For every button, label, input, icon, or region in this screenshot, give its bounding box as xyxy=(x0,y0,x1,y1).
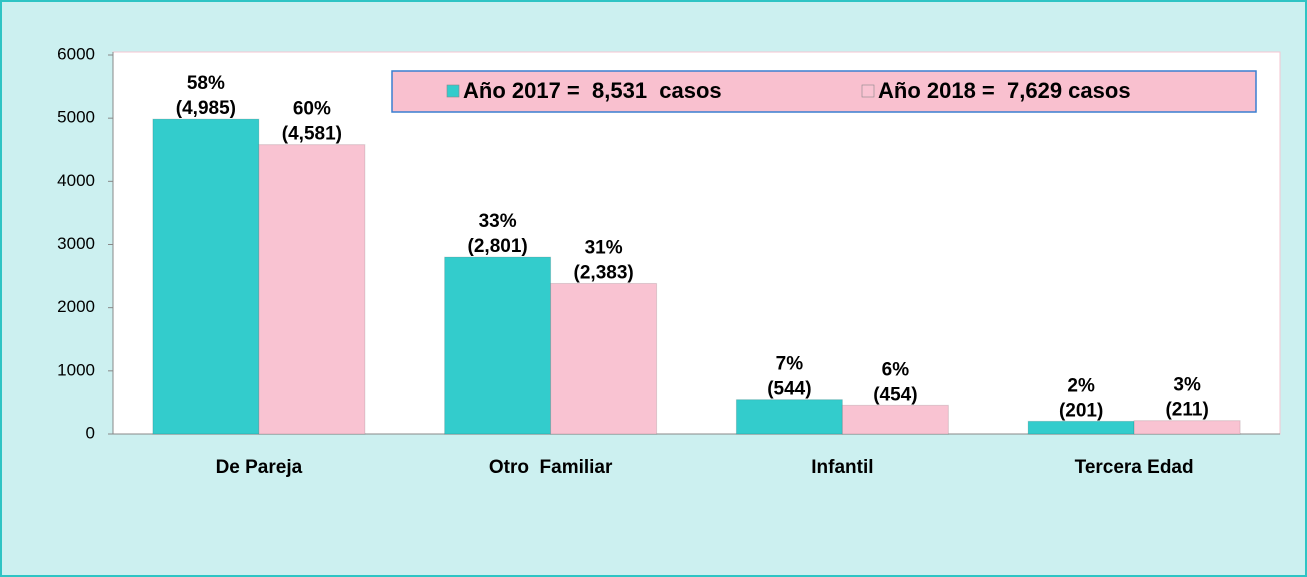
x-tick-label: Otro Familiar xyxy=(489,457,613,478)
bar xyxy=(444,256,552,435)
y-tick-label: 0 xyxy=(86,423,95,442)
legend-label: Año 2018 = 7,629 casos xyxy=(878,78,1131,103)
bar xyxy=(735,399,843,435)
percent-label: 2% xyxy=(1067,375,1095,396)
y-tick-label: 4000 xyxy=(57,171,95,190)
percent-label: 3% xyxy=(1173,375,1201,396)
percent-label: 60% xyxy=(293,99,331,120)
y-tick-label: 6000 xyxy=(57,44,95,63)
value-label: (2,801) xyxy=(468,236,528,257)
value-label: (544) xyxy=(767,379,811,400)
y-tick-label: 5000 xyxy=(57,108,95,127)
x-tick-label: Infantil xyxy=(811,457,873,478)
legend xyxy=(391,70,1257,113)
y-tick-label: 2000 xyxy=(57,297,95,316)
legend-swatch xyxy=(861,84,875,98)
value-label: (4,581) xyxy=(282,124,342,145)
bar xyxy=(550,282,658,435)
y-tick-label: 1000 xyxy=(57,360,95,379)
x-tick-label: Tercera Edad xyxy=(1075,457,1194,478)
bar xyxy=(1027,420,1135,435)
percent-label: 6% xyxy=(882,359,910,380)
bar xyxy=(152,118,260,435)
bar xyxy=(1133,420,1241,435)
percent-label: 31% xyxy=(585,237,623,258)
bar xyxy=(258,144,366,435)
value-label: (454) xyxy=(873,384,917,405)
value-label: (201) xyxy=(1059,400,1103,421)
percent-label: 7% xyxy=(776,354,804,375)
x-tick-label: De Pareja xyxy=(216,457,303,478)
legend-swatch xyxy=(446,84,460,98)
bar xyxy=(841,404,949,435)
y-tick-label: 3000 xyxy=(57,234,95,253)
legend-label: Año 2017 = 8,531 casos xyxy=(463,78,722,103)
value-label: (2,383) xyxy=(574,262,634,283)
value-label: (211) xyxy=(1165,400,1208,421)
percent-label: 58% xyxy=(187,73,225,94)
percent-label: 33% xyxy=(479,211,517,232)
value-label: (4,985) xyxy=(176,98,236,119)
